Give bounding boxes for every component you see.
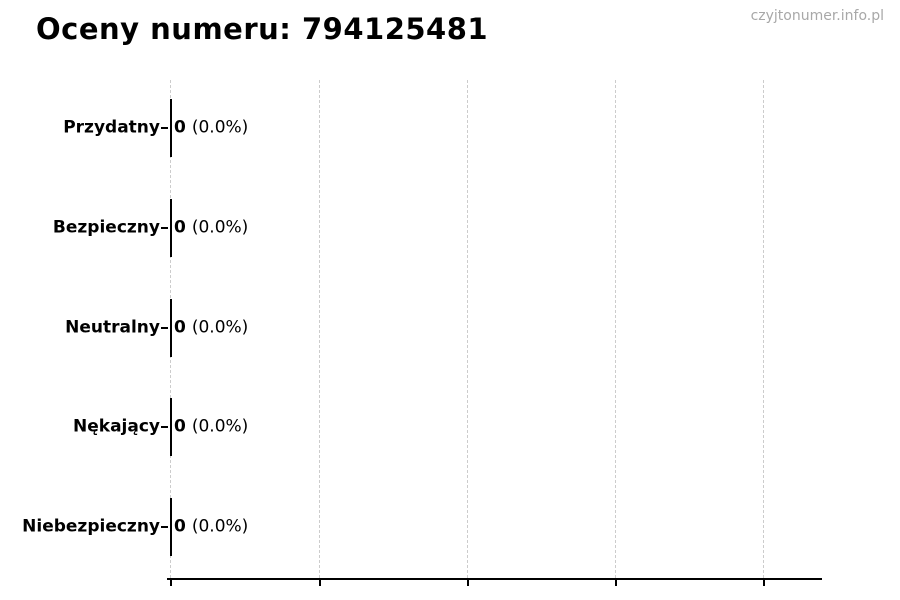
annotation-percent: (0.0%) — [191, 516, 249, 537]
annotation-percent: (0.0%) — [191, 416, 249, 437]
y-axis-tick — [161, 426, 168, 428]
annotation-value: 0 — [174, 117, 186, 138]
gridline — [467, 80, 468, 578]
x-axis-line — [167, 578, 822, 580]
category-label: Niebezpieczny — [22, 516, 160, 537]
annotation-percent: (0.0%) — [191, 317, 249, 338]
bar-niebezpieczny — [170, 498, 172, 556]
annotation-value: 0 — [174, 217, 186, 238]
category-label: Nękający — [73, 416, 160, 437]
y-axis-tick — [161, 526, 168, 528]
x-axis-tick — [467, 580, 469, 586]
gridline — [615, 80, 616, 578]
y-axis-tick — [161, 327, 168, 329]
y-axis-tick — [161, 127, 168, 129]
bar-przydatny — [170, 99, 172, 157]
bar-annotation: 0 (0.0%) — [174, 118, 248, 138]
gridline — [763, 80, 764, 578]
bar-annotation: 0 (0.0%) — [174, 218, 248, 238]
annotation-percent: (0.0%) — [191, 217, 249, 238]
x-axis-tick — [319, 580, 321, 586]
annotation-value: 0 — [174, 317, 186, 338]
category-label: Bezpieczny — [52, 217, 160, 238]
annotation-percent: (0.0%) — [191, 117, 249, 138]
bar-nekajacy — [170, 398, 172, 456]
bar-annotation: 0 (0.0%) — [174, 517, 248, 537]
bar-annotation: 0 (0.0%) — [174, 417, 248, 437]
category-label: Przydatny — [63, 117, 160, 138]
x-axis-tick — [170, 580, 172, 586]
y-axis-tick — [161, 227, 168, 229]
annotation-value: 0 — [174, 516, 186, 537]
bar-neutralny — [170, 299, 172, 357]
x-axis-tick — [615, 580, 617, 586]
bar-annotation: 0 (0.0%) — [174, 318, 248, 338]
watermark-text: czyjtonumer.info.pl — [750, 8, 884, 24]
gridline — [319, 80, 320, 578]
bar-bezpieczny — [170, 199, 172, 257]
category-label: Neutralny — [65, 317, 160, 338]
x-axis-tick — [763, 580, 765, 586]
annotation-value: 0 — [174, 416, 186, 437]
page-title: Oceny numeru: 794125481 — [36, 12, 489, 46]
